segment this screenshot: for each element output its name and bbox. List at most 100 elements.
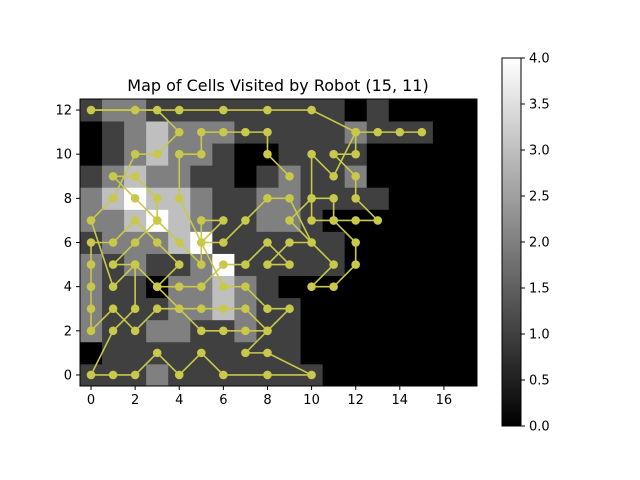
heatmap-cell bbox=[212, 165, 235, 188]
path-point bbox=[108, 194, 118, 203]
heatmap bbox=[80, 99, 478, 387]
heatmap-cell bbox=[432, 143, 456, 166]
path-point bbox=[307, 105, 316, 115]
path-point bbox=[219, 370, 228, 380]
path-segment bbox=[134, 264, 158, 288]
heatmap-cell bbox=[278, 341, 301, 365]
heatmap-cell bbox=[454, 231, 478, 254]
heatmap-cell bbox=[322, 341, 346, 365]
path-point bbox=[219, 260, 228, 269]
path-point bbox=[329, 282, 338, 291]
path-point bbox=[307, 282, 316, 291]
heatmap-cell bbox=[410, 143, 434, 166]
path-point bbox=[130, 326, 140, 336]
colorbar-tick-label: 0.5 bbox=[529, 374, 550, 389]
path-point bbox=[351, 149, 360, 159]
colorbar-tick-label: 3.0 bbox=[529, 144, 550, 159]
colorbar-tick-label: 2.5 bbox=[529, 190, 550, 205]
path-segment bbox=[288, 219, 313, 244]
heatmap-cell bbox=[190, 363, 213, 387]
path-point bbox=[307, 216, 316, 225]
heatmap-cell bbox=[388, 275, 412, 299]
heatmap-cell bbox=[432, 99, 456, 122]
heatmap-cell bbox=[168, 209, 191, 232]
path-point bbox=[263, 105, 272, 115]
path-point bbox=[152, 105, 162, 115]
path-segment bbox=[90, 308, 114, 332]
heatmap-cell bbox=[278, 121, 301, 144]
path-point bbox=[174, 304, 184, 314]
path-point bbox=[417, 127, 427, 137]
heatmap-cell bbox=[432, 253, 456, 277]
path-point bbox=[197, 238, 206, 247]
heatmap-cell bbox=[190, 187, 213, 210]
path-segment bbox=[267, 352, 312, 376]
path-segment bbox=[200, 264, 224, 288]
heatmap-cell bbox=[300, 341, 324, 365]
path-segment bbox=[134, 197, 158, 221]
path-point bbox=[197, 149, 206, 159]
heatmap-cell bbox=[124, 121, 147, 144]
colorbar-tick-label: 1.5 bbox=[529, 282, 550, 297]
heatmap-cell bbox=[234, 187, 257, 210]
heatmap-cell bbox=[234, 165, 257, 188]
path-point bbox=[329, 149, 338, 159]
path-point bbox=[241, 282, 250, 291]
path-segment bbox=[200, 242, 225, 288]
heatmap-cell bbox=[146, 253, 169, 277]
y-tick-label: 8 bbox=[64, 192, 72, 207]
path-point bbox=[373, 216, 383, 225]
heatmap-cell bbox=[80, 341, 103, 365]
path-segment bbox=[178, 308, 202, 332]
y-tick-label: 2 bbox=[64, 324, 72, 339]
heatmap-cell bbox=[344, 341, 368, 365]
path-segment bbox=[156, 109, 180, 133]
path-point bbox=[285, 216, 294, 225]
y-tick-label: 6 bbox=[64, 236, 72, 251]
path-point bbox=[174, 282, 184, 291]
heatmap-cell bbox=[322, 319, 346, 343]
heatmap-cell bbox=[388, 319, 412, 343]
heatmap-cell bbox=[410, 319, 434, 343]
heatmap-cell bbox=[366, 319, 390, 343]
heatmap-cell bbox=[256, 165, 279, 188]
path-point bbox=[307, 194, 316, 203]
heatmap-cell bbox=[432, 297, 456, 321]
heatmap-cell bbox=[344, 275, 368, 299]
heatmap-cell bbox=[454, 253, 478, 277]
heatmap-cell bbox=[102, 143, 125, 166]
heatmap-cell bbox=[344, 319, 368, 343]
path-point bbox=[373, 127, 383, 137]
path-point bbox=[263, 348, 272, 358]
heatmap-cell bbox=[366, 231, 390, 254]
path-segment bbox=[200, 219, 224, 244]
path-point bbox=[395, 127, 405, 137]
path-point bbox=[197, 348, 206, 358]
heatmap-cell bbox=[388, 297, 412, 321]
heatmap-cell bbox=[80, 187, 103, 210]
colorbar-tick-label: 1.0 bbox=[529, 328, 550, 343]
heatmap-cell bbox=[454, 165, 478, 188]
heatmap-cell bbox=[344, 297, 368, 321]
colorbar-tick-label: 4.0 bbox=[529, 52, 550, 67]
y-axis: 0 2 4 6 8 10 12 bbox=[55, 104, 80, 383]
path-point bbox=[263, 127, 272, 137]
colorbar bbox=[501, 57, 522, 427]
path-point bbox=[130, 171, 140, 181]
heatmap-cell bbox=[454, 297, 478, 321]
path-point bbox=[307, 149, 316, 159]
path-segment bbox=[311, 153, 335, 177]
x-tick-label: 8 bbox=[263, 393, 271, 408]
path-point bbox=[108, 238, 118, 247]
path-point bbox=[241, 304, 250, 314]
path-point bbox=[285, 194, 294, 203]
path-point bbox=[307, 370, 316, 380]
heatmap-cell bbox=[388, 187, 412, 210]
path-segment bbox=[156, 352, 180, 376]
path-point bbox=[285, 260, 294, 269]
heatmap-cell bbox=[366, 99, 390, 122]
path-point bbox=[152, 282, 162, 291]
path-point bbox=[263, 326, 272, 336]
heatmap-cell bbox=[256, 275, 279, 299]
heatmap-cell bbox=[234, 143, 257, 166]
